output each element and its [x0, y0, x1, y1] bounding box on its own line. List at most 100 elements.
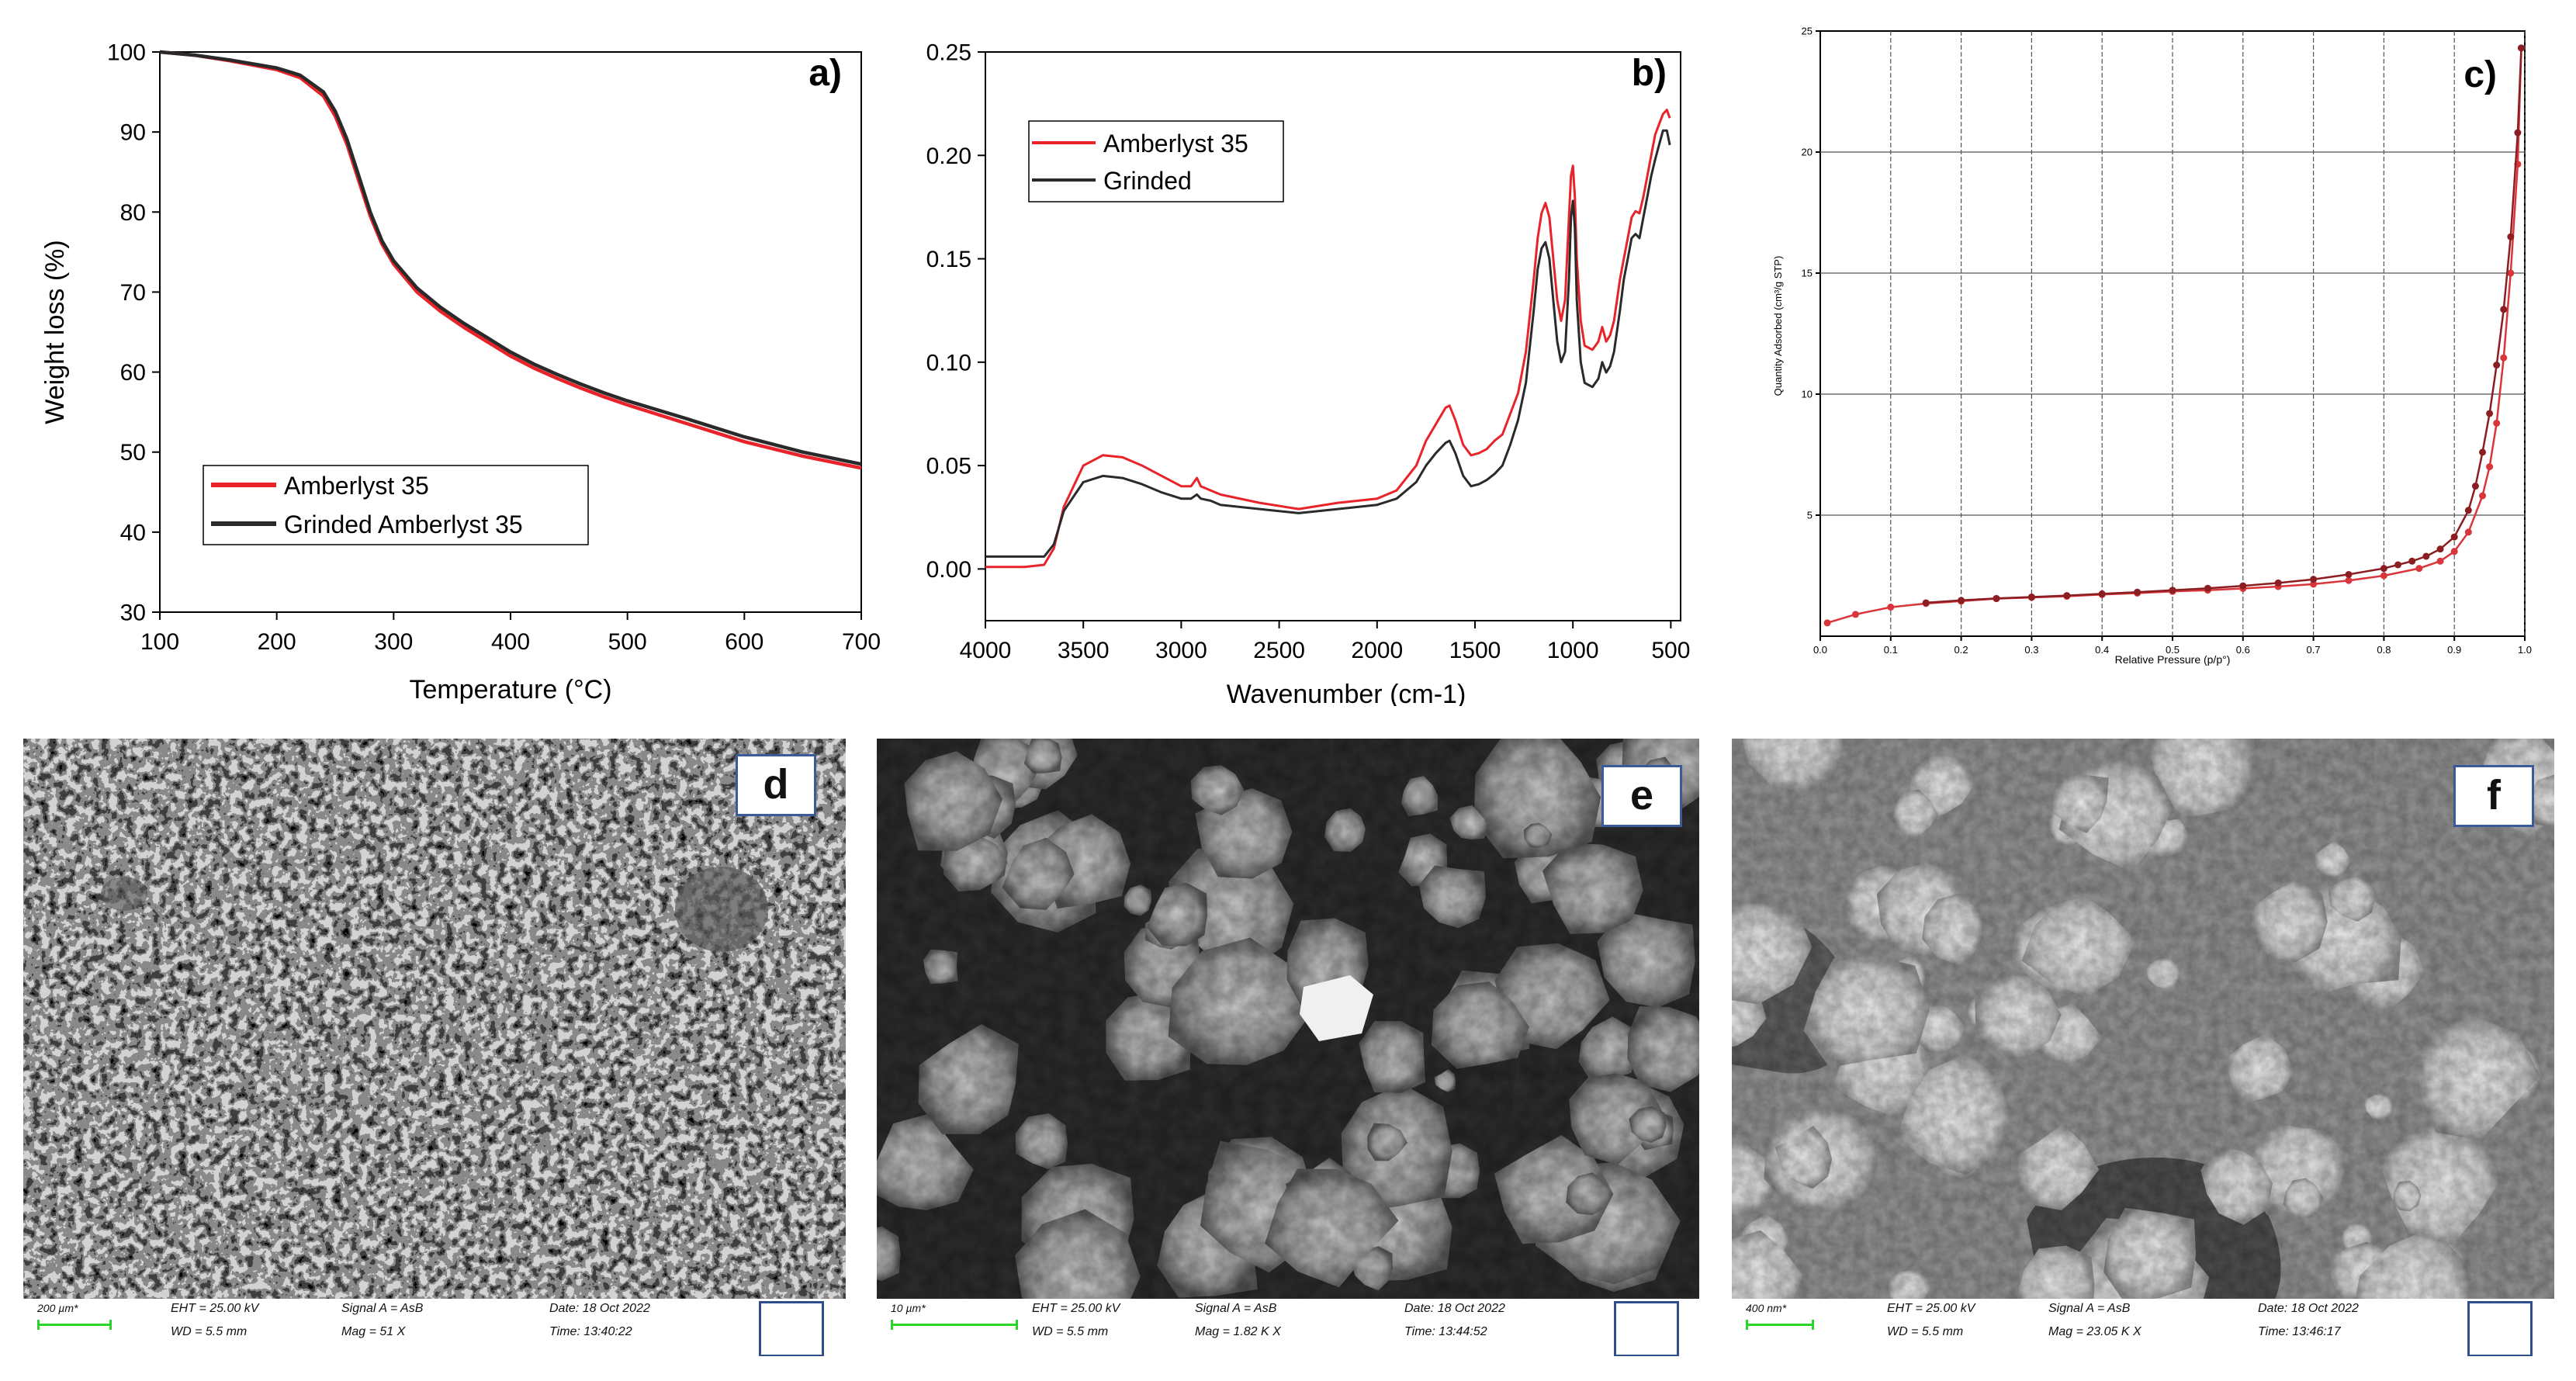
panel-c-label: c) — [2463, 54, 2497, 95]
tga-x-tick-label: 300 — [374, 629, 413, 655]
tga-y-tick-label: 40 — [120, 520, 146, 545]
ftir-legend-item-grinded: Grinded — [1103, 167, 1192, 195]
ftir-series-line-1 — [985, 129, 1671, 558]
bet-x-tick-label: 0.6 — [2236, 644, 2250, 656]
tga-x-tick-label: 500 — [608, 629, 647, 655]
bet-x-tick-label: 0.5 — [2166, 644, 2180, 656]
bet-point — [2027, 593, 2035, 601]
sem-time-f: Time: 13:46:17 — [2258, 1325, 2341, 1338]
ftir-x-tick-label: 1000 — [1547, 638, 1599, 663]
bet-point — [2479, 448, 2487, 456]
bet-x-tick-label: 0.4 — [2095, 644, 2109, 656]
ftir-legend — [1028, 120, 1284, 202]
sem-wd-e: WD = 5.5 mm — [1032, 1325, 1109, 1338]
bet-point — [2486, 410, 2494, 417]
bet-series-line-1 — [1926, 47, 2522, 604]
bet-point — [2436, 557, 2444, 565]
sem-info-bar-e: 10 µm* EHT = 25.00 kV WD = 5.5 mm Signal… — [877, 1299, 1699, 1356]
sem-mag-d: Mag = 51 X — [341, 1325, 406, 1338]
ftir-chart: 4000 3500 3000 2500 2000 1500 1000 500 0.00 0.05 0… — [926, 40, 1691, 707]
sem-info-bar-f: 400 nm* EHT = 25.00 kV WD = 5.5 mm Signa… — [1732, 1299, 2554, 1356]
sem-scale-bar-d — [37, 1320, 112, 1330]
bet-point — [1958, 597, 1965, 604]
bet-point — [2450, 548, 2458, 556]
bet-point — [2493, 419, 2501, 427]
bet-point — [2450, 533, 2458, 541]
tga-series-line-0 — [159, 50, 862, 470]
sem-wd-f: WD = 5.5 mm — [1887, 1325, 1964, 1338]
bet-x-tick-label: 1.0 — [2518, 644, 2532, 656]
tga-y-tick-label: 60 — [120, 360, 146, 386]
tga-chart: 100 200 300 400 500 600 700 30 40 50 60 70 80 90 100 a… — [40, 40, 881, 705]
panel-b-label: b) — [1632, 53, 1667, 94]
sem-mag-f: Mag = 23.05 K X — [2048, 1325, 2141, 1338]
bet-point — [1851, 611, 1859, 618]
sem-eht-e: EHT = 25.00 kV — [1032, 1302, 1120, 1315]
bet-point — [1823, 619, 1831, 627]
bet-point — [2514, 129, 2522, 137]
bet-point — [2464, 528, 2472, 536]
bet-point — [2345, 570, 2353, 578]
tga-y-tick-label: 70 — [120, 280, 146, 306]
bet-point — [2380, 565, 2387, 573]
tga-legend-item-grinded: Grinded Amberlyst 35 — [284, 511, 523, 538]
bet-point — [2098, 590, 2106, 597]
sem-time-d: Time: 13:40:22 — [549, 1325, 632, 1338]
tga-series-line-1 — [159, 50, 862, 466]
panel-a-label: a) — [808, 53, 842, 94]
tga-legend — [203, 465, 589, 545]
bet-point — [2310, 576, 2318, 583]
sem-date-d: Date: 18 Oct 2022 — [549, 1302, 650, 1315]
sem-scale-bar-f — [1746, 1320, 1814, 1330]
bet-x-tick-label: 0.3 — [2024, 644, 2038, 656]
sem-info-bar-d: 200 µm* EHT = 25.00 kV WD = 5.5 mm Signa… — [23, 1299, 846, 1356]
ftir-y-tick-label: 0.05 — [926, 454, 971, 479]
sem-texture-e — [877, 739, 1699, 1299]
ftir-legend-item-amberlyst: Amberlyst 35 — [1103, 130, 1248, 157]
bet-point — [2422, 552, 2430, 560]
bet-x-axis-label: Relative Pressure (p/p°) — [2115, 653, 2231, 666]
sem-scale-text-d: 200 µm* — [37, 1302, 78, 1314]
bet-point — [1993, 594, 2000, 602]
sem-date-f: Date: 18 Oct 2022 — [2258, 1302, 2359, 1315]
bet-point — [2479, 492, 2487, 500]
sem-signal-f: Signal A = AsB — [2048, 1302, 2131, 1315]
ftir-y-tick-label: 0.20 — [926, 144, 971, 169]
bet-y-tick-label: 20 — [1802, 147, 1813, 158]
tga-legend-item-amberlyst: Amberlyst 35 — [284, 472, 429, 500]
bet-point — [2471, 483, 2479, 490]
ftir-x-tick-label: 500 — [1651, 638, 1690, 663]
ftir-y-tick-label: 0.15 — [926, 247, 971, 272]
bet-x-tick-label: 0.0 — [1813, 644, 1827, 656]
sem-label-e: e — [1601, 765, 1682, 827]
bet-point — [2345, 576, 2353, 584]
ftir-x-axis-label: Wavenumber (cm-1) — [1227, 680, 1466, 706]
tga-x-tick-label: 600 — [725, 629, 763, 655]
sem-texture-d — [23, 739, 846, 1299]
ftir-y-tick-label: 0.00 — [926, 557, 971, 583]
sem-image-d: d 200 µm* EHT = 25.00 kV WD = 5.5 mm Sig… — [23, 739, 846, 1356]
bet-point — [2380, 572, 2387, 580]
tga-x-tick-label: 200 — [258, 629, 296, 655]
sem-logo-box-f — [2467, 1301, 2533, 1356]
sem-logo-box-e — [1614, 1301, 1679, 1356]
tga-y-axis-label: Weight loss (%) — [40, 240, 70, 424]
bet-x-tick-label: 0.1 — [1884, 644, 1898, 656]
tga-x-tick-label: 400 — [491, 629, 530, 655]
sem-eht-f: EHT = 25.00 kV — [1887, 1302, 1975, 1315]
bet-point — [2415, 565, 2423, 573]
bet-point — [2436, 545, 2444, 553]
sem-eht-d: EHT = 25.00 kV — [171, 1302, 259, 1315]
bet-point — [2517, 44, 2525, 52]
sem-scale-text-f: 400 nm* — [1746, 1302, 1787, 1314]
bet-point — [1887, 604, 1895, 611]
sem-date-e: Date: 18 Oct 2022 — [1404, 1302, 1505, 1315]
tga-y-tick-label: 90 — [120, 120, 146, 146]
bet-point — [2486, 463, 2494, 471]
sem-label-d: d — [736, 754, 816, 816]
bet-y-tick-label: 15 — [1802, 268, 1813, 279]
sem-image-f: f 400 nm* EHT = 25.00 kV WD = 5.5 mm Sig… — [1732, 739, 2554, 1356]
tga-y-tick-label: 30 — [120, 601, 146, 626]
sem-texture-f — [1732, 739, 2554, 1299]
bet-point — [2134, 588, 2141, 596]
